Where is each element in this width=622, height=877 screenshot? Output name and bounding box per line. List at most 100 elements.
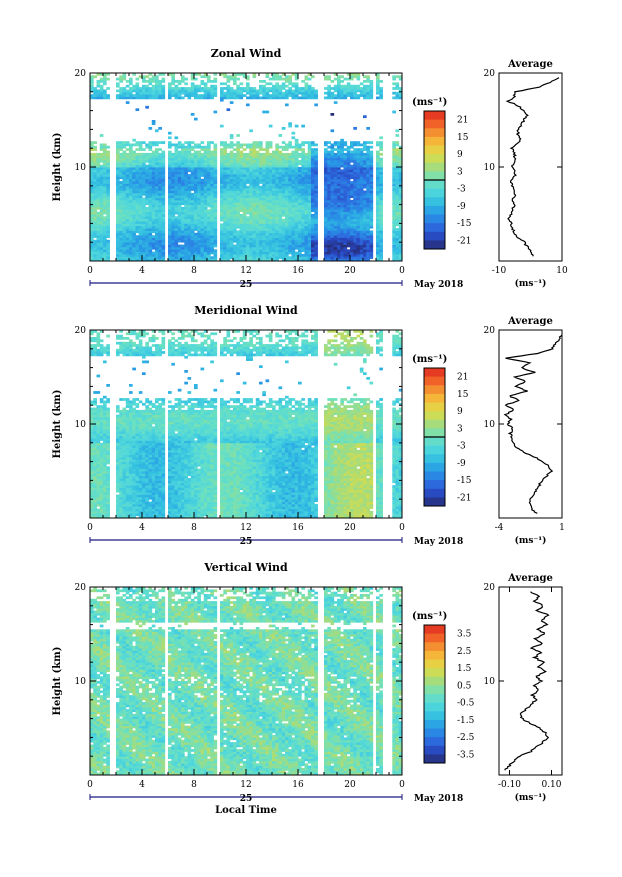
heatmap-cell — [357, 202, 361, 205]
heatmap-cell — [308, 148, 312, 151]
heatmap-cell — [272, 221, 276, 224]
heatmap-cell — [97, 165, 101, 168]
heatmap-cell — [327, 94, 331, 97]
heatmap-cell — [230, 162, 234, 165]
heatmap-cell — [308, 235, 312, 238]
heatmap-cell — [311, 242, 315, 245]
heatmap-cell — [253, 235, 257, 238]
heatmap-cell — [233, 165, 237, 168]
heatmap-cell — [327, 90, 331, 93]
heatmap-cell — [236, 148, 240, 151]
heatmap-cell — [227, 186, 231, 189]
heatmap-cell — [350, 165, 354, 168]
heatmap-cell — [288, 90, 292, 93]
heatmap-cell — [376, 179, 380, 182]
heatmap-cell — [311, 155, 315, 158]
heatmap-cell — [350, 245, 354, 248]
heatmap-cell — [353, 193, 357, 196]
heatmap-cell — [279, 198, 283, 201]
heatmap-cell — [370, 193, 374, 196]
heatmap-cell — [139, 90, 143, 93]
heatmap-cell — [292, 191, 296, 194]
heatmap-cell — [207, 174, 211, 177]
heatmap-cell — [311, 87, 315, 90]
heatmap-cell — [97, 155, 101, 158]
heatmap-cell — [246, 209, 250, 212]
heatmap-cell — [207, 191, 211, 194]
heatmap-cell — [103, 155, 107, 158]
heatmap-cell — [379, 245, 383, 248]
heatmap-cell — [188, 155, 192, 158]
heatmap-cell — [201, 80, 205, 83]
heatmap-cell — [282, 209, 286, 212]
heatmap-cell — [376, 226, 380, 229]
heatmap-cell — [171, 226, 175, 229]
heatmap-cell — [175, 144, 179, 147]
heatmap-cell — [132, 249, 136, 252]
heatmap-cell — [168, 141, 172, 144]
heatmap-cell — [214, 169, 218, 172]
heatmap-cell — [233, 191, 237, 194]
heatmap-cell — [292, 94, 296, 97]
heatmap-cell — [136, 186, 140, 189]
heatmap-cell — [331, 235, 335, 238]
heatmap-cell — [256, 202, 260, 205]
heatmap-cell — [392, 191, 396, 194]
heatmap-cell — [126, 155, 130, 158]
heatmap-cell — [379, 136, 383, 139]
heatmap-cell — [178, 174, 182, 177]
heatmap-cell — [184, 256, 188, 259]
heatmap-cell — [136, 174, 140, 177]
heatmap-cell — [259, 174, 263, 177]
heatmap-cell — [334, 212, 338, 215]
heatmap-cell — [184, 179, 188, 182]
heatmap-cell — [285, 242, 289, 245]
heatmap-cell — [327, 233, 331, 236]
heatmap-cell — [129, 144, 133, 147]
heatmap-cell — [136, 202, 140, 205]
heatmap-cell — [331, 245, 335, 248]
heatmap-cell — [353, 174, 357, 177]
heatmap-cell — [350, 141, 354, 144]
heatmap-cell — [253, 221, 257, 224]
heatmap-cell — [227, 174, 231, 177]
heatmap-cell — [314, 212, 318, 215]
heatmap-cell — [285, 219, 289, 222]
heatmap-cell — [392, 249, 396, 252]
heatmap-cell — [311, 169, 315, 172]
heatmap-cell — [93, 193, 97, 196]
heatmap-cell — [366, 233, 370, 236]
heatmap-cell — [93, 75, 97, 78]
heatmap-cell — [103, 212, 107, 215]
heatmap-cell — [181, 165, 185, 168]
heatmap-cell — [152, 90, 156, 93]
heatmap-cell — [129, 151, 133, 154]
heatmap-cell — [116, 179, 120, 182]
heatmap-cell — [324, 165, 328, 168]
heatmap-cell — [214, 233, 218, 236]
heatmap-cell — [201, 169, 205, 172]
heatmap-cell — [292, 212, 296, 215]
heatmap-cell — [249, 209, 253, 212]
heatmap-cell — [155, 219, 159, 222]
heatmap-cell — [370, 179, 374, 182]
heatmap-cell — [236, 179, 240, 182]
heatmap-cell — [142, 153, 146, 156]
heatmap-cell — [324, 219, 328, 222]
heatmap-cell — [246, 85, 250, 88]
heatmap-cell — [97, 169, 101, 172]
heatmap-cell — [262, 249, 266, 252]
heatmap-cell — [262, 193, 266, 196]
heatmap-cell — [194, 186, 198, 189]
heatmap-cell — [301, 186, 305, 189]
heatmap-cell — [366, 198, 370, 201]
heatmap-cell — [344, 169, 348, 172]
heatmap-cell — [243, 165, 247, 168]
heatmap-cell — [119, 75, 123, 78]
heatmap-cell — [269, 87, 273, 90]
heatmap-cell — [259, 256, 263, 259]
heatmap-cell — [266, 151, 270, 154]
heatmap-cell — [305, 191, 309, 194]
heatmap-cell — [376, 169, 380, 172]
heatmap-cell — [301, 125, 305, 128]
